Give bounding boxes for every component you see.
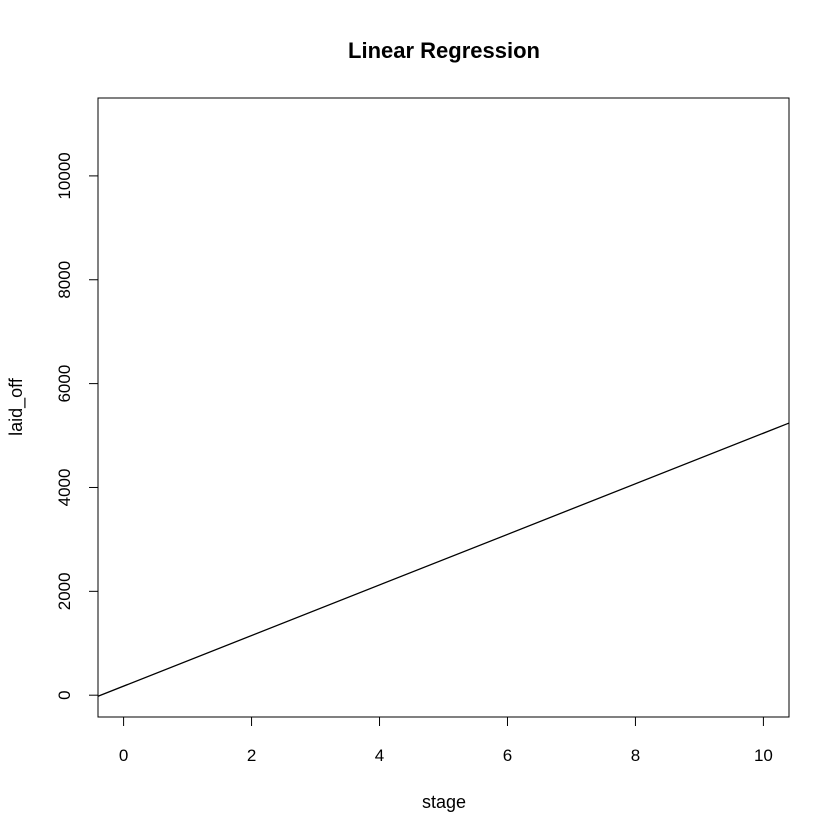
x-tick-label: 6 xyxy=(503,746,512,765)
series-layer xyxy=(97,422,790,697)
x-tick-label: 10 xyxy=(754,746,773,765)
y-axis-label: laid_off xyxy=(6,377,27,436)
chart-title: Linear Regression xyxy=(348,38,540,63)
y-tick-label: 10000 xyxy=(55,152,74,199)
x-axis: 0 2 4 6 8 10 xyxy=(119,717,773,765)
y-tick-label: 6000 xyxy=(55,365,74,403)
regression-line xyxy=(97,422,790,697)
y-tick-label: 0 xyxy=(55,690,74,699)
y-tick-label: 2000 xyxy=(55,572,74,610)
y-axis: 0 2000 4000 6000 8000 10000 xyxy=(55,152,98,700)
x-axis-label: stage xyxy=(422,792,466,812)
y-tick-label: 4000 xyxy=(55,469,74,507)
y-tick-label: 8000 xyxy=(55,261,74,299)
x-tick-label: 2 xyxy=(247,746,256,765)
x-tick-label: 8 xyxy=(631,746,640,765)
plot-frame xyxy=(97,97,790,718)
x-tick-label: 4 xyxy=(375,746,384,765)
x-tick-label: 0 xyxy=(119,746,128,765)
